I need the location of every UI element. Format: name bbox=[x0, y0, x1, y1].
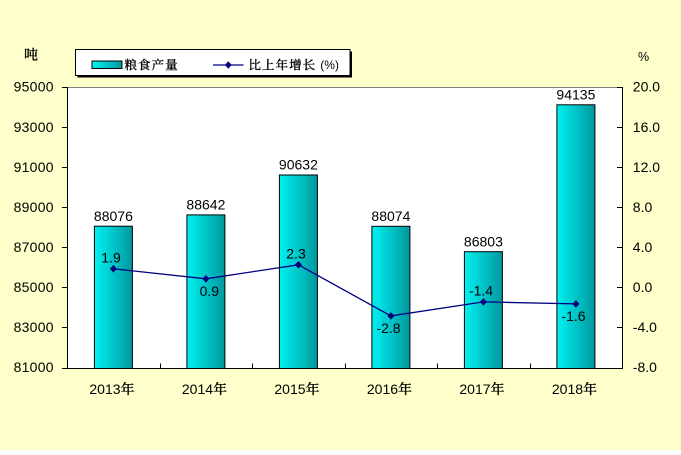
svg-text:2013: 2013 bbox=[89, 381, 120, 397]
svg-text:-8.0: -8.0 bbox=[633, 359, 657, 375]
svg-text:87000: 87000 bbox=[14, 239, 54, 255]
svg-text:0.0: 0.0 bbox=[633, 279, 653, 295]
svg-text:2.3: 2.3 bbox=[286, 245, 306, 261]
svg-text:8.0: 8.0 bbox=[633, 199, 653, 215]
svg-text:83000: 83000 bbox=[14, 319, 54, 335]
svg-text:2016: 2016 bbox=[367, 381, 398, 397]
svg-text:16.0: 16.0 bbox=[633, 119, 660, 135]
svg-text:%: % bbox=[638, 50, 649, 64]
svg-text:86803: 86803 bbox=[464, 233, 503, 249]
svg-text:2018: 2018 bbox=[552, 381, 583, 397]
svg-text:0.9: 0.9 bbox=[200, 283, 220, 299]
svg-text:88076: 88076 bbox=[94, 208, 133, 224]
svg-text:20.0: 20.0 bbox=[633, 79, 660, 95]
svg-text:4.0: 4.0 bbox=[633, 239, 653, 255]
svg-text:88642: 88642 bbox=[186, 197, 225, 213]
svg-text:-2.8: -2.8 bbox=[376, 320, 400, 336]
svg-text:-1.6: -1.6 bbox=[561, 308, 585, 324]
svg-text:88074: 88074 bbox=[371, 208, 410, 224]
svg-text:91000: 91000 bbox=[14, 159, 54, 175]
svg-text:(%): (%) bbox=[320, 58, 339, 72]
svg-text:94135: 94135 bbox=[556, 87, 595, 103]
svg-text:1.9: 1.9 bbox=[101, 249, 121, 265]
svg-text:2014: 2014 bbox=[182, 381, 213, 397]
svg-text:90632: 90632 bbox=[279, 157, 318, 173]
svg-text:81000: 81000 bbox=[14, 359, 54, 375]
svg-text:-4.0: -4.0 bbox=[633, 319, 657, 335]
svg-text:93000: 93000 bbox=[14, 119, 54, 135]
svg-text:89000: 89000 bbox=[14, 199, 54, 215]
svg-text:-1.4: -1.4 bbox=[469, 282, 493, 298]
svg-text:2017: 2017 bbox=[459, 381, 490, 397]
svg-text:85000: 85000 bbox=[14, 279, 54, 295]
svg-text:12.0: 12.0 bbox=[633, 159, 660, 175]
svg-text:95000: 95000 bbox=[14, 79, 54, 95]
svg-text:2015: 2015 bbox=[274, 381, 305, 397]
